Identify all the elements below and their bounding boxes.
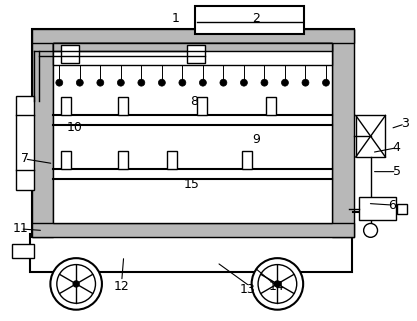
Bar (61, 97, 71, 115)
Text: 5: 5 (392, 165, 401, 178)
Text: 8: 8 (190, 95, 198, 108)
Text: 7: 7 (20, 152, 28, 165)
Circle shape (57, 265, 95, 303)
Circle shape (76, 79, 83, 86)
Circle shape (73, 281, 79, 287)
Bar (197, 97, 207, 115)
Circle shape (138, 79, 145, 86)
Text: 13: 13 (240, 283, 256, 296)
Bar (187, 45, 205, 63)
Circle shape (261, 79, 268, 86)
Bar (32, 29, 354, 237)
Circle shape (179, 79, 186, 86)
Text: 12: 12 (114, 280, 130, 293)
Bar (32, 223, 354, 237)
Text: 3: 3 (401, 117, 409, 130)
Text: 6: 6 (389, 199, 397, 212)
Bar (332, 29, 354, 237)
Bar (242, 152, 251, 169)
Circle shape (117, 79, 124, 86)
Bar (118, 152, 128, 169)
Bar (118, 97, 128, 115)
Circle shape (220, 79, 227, 86)
Bar (53, 43, 332, 51)
Circle shape (251, 258, 303, 310)
Circle shape (364, 223, 377, 237)
Text: 2: 2 (252, 13, 260, 25)
Bar (32, 29, 53, 237)
Bar (53, 43, 332, 223)
Bar (12, 244, 33, 258)
Circle shape (50, 258, 102, 310)
Text: 4: 4 (393, 141, 401, 154)
Text: 14: 14 (269, 280, 284, 293)
Circle shape (281, 79, 289, 86)
Circle shape (199, 79, 206, 86)
Circle shape (322, 79, 329, 86)
Bar (61, 45, 79, 63)
Circle shape (241, 79, 247, 86)
Text: 9: 9 (252, 133, 260, 146)
Bar (266, 97, 276, 115)
Circle shape (56, 79, 63, 86)
Bar (356, 115, 385, 157)
Bar (359, 197, 397, 221)
Bar (16, 96, 33, 190)
Circle shape (158, 79, 165, 86)
Circle shape (274, 281, 280, 287)
Circle shape (97, 79, 104, 86)
Bar (167, 152, 177, 169)
Bar (30, 234, 352, 272)
Text: 1: 1 (171, 13, 179, 25)
Bar (32, 29, 354, 43)
Text: 15: 15 (184, 178, 200, 191)
Text: 10: 10 (66, 121, 82, 134)
Circle shape (258, 265, 297, 303)
Bar (397, 204, 407, 213)
Bar (53, 43, 332, 65)
Bar (61, 152, 71, 169)
Text: 11: 11 (13, 222, 28, 235)
Circle shape (302, 79, 309, 86)
Bar (195, 6, 304, 34)
